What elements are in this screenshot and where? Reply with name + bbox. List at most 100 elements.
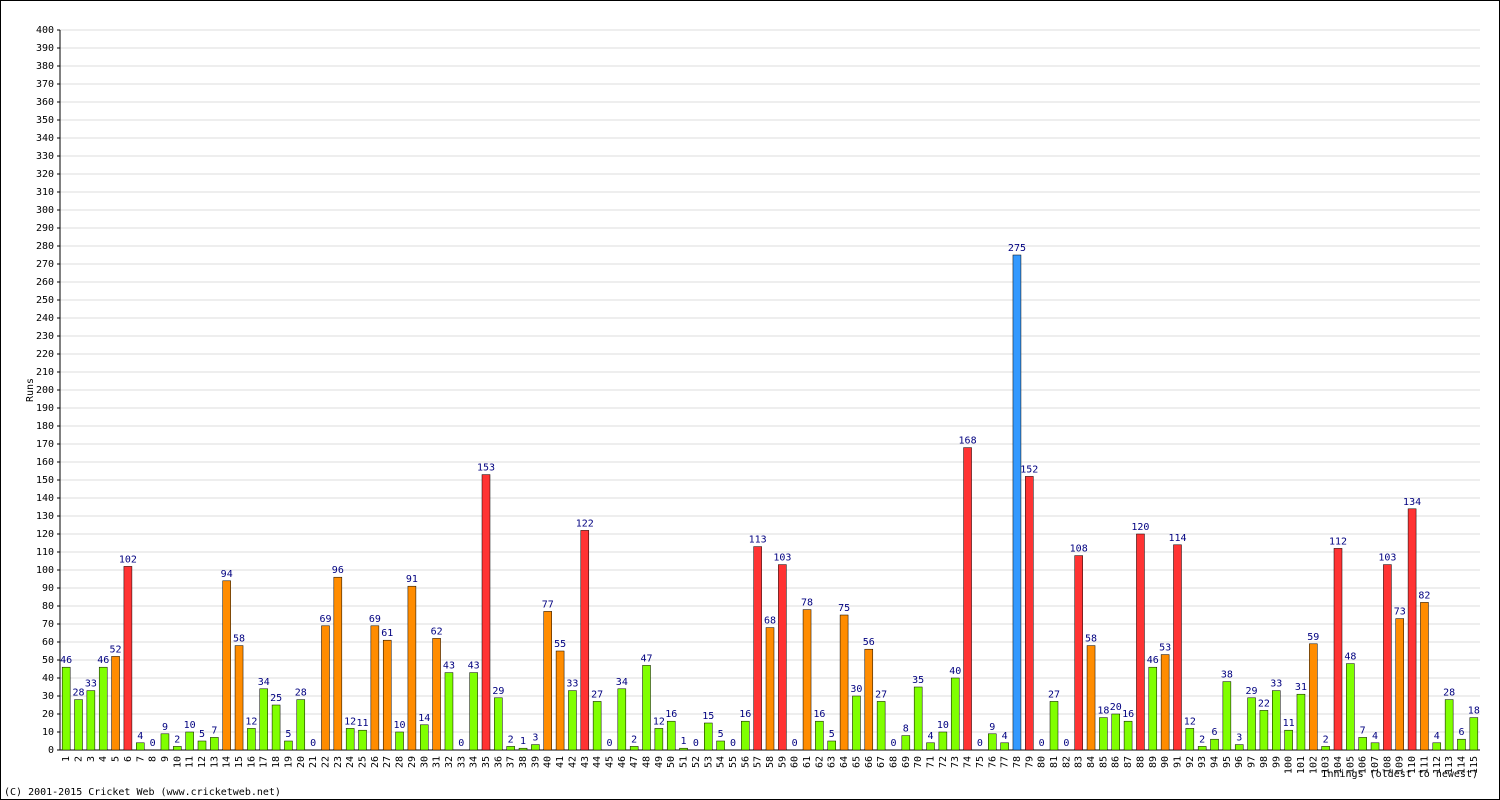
value-label: 153 <box>477 463 495 474</box>
value-label: 2 <box>1199 734 1205 745</box>
bar <box>642 665 651 751</box>
x-tick-label: 72 <box>938 756 949 768</box>
bar <box>1136 533 1145 751</box>
x-tick-label: 21 <box>308 756 319 768</box>
x-tick-label: 94 <box>1210 756 1221 768</box>
value-label: 12 <box>245 716 257 727</box>
y-tick-label: 190 <box>36 403 54 414</box>
bar <box>1469 717 1479 751</box>
bar <box>876 701 886 751</box>
value-label: 12 <box>653 716 665 727</box>
value-label: 113 <box>749 535 767 546</box>
bar <box>1370 742 1380 751</box>
value-label: 46 <box>97 655 109 666</box>
value-label: 18 <box>1468 706 1480 717</box>
value-label: 28 <box>1443 688 1455 699</box>
x-tick-label: 100 <box>1284 756 1295 774</box>
x-tick-label: 46 <box>617 756 628 768</box>
x-tick-label: 40 <box>543 756 554 768</box>
x-tick-label: 37 <box>506 756 517 768</box>
value-label: 15 <box>702 711 714 722</box>
x-tick-label: 14 <box>222 756 233 768</box>
value-label: 122 <box>576 518 594 529</box>
x-tick-label: 87 <box>1123 756 1134 768</box>
value-label: 4 <box>928 731 934 742</box>
bar <box>222 580 231 751</box>
value-label: 58 <box>1085 634 1097 645</box>
x-tick-label: 44 <box>592 756 603 768</box>
x-tick-label: 85 <box>1098 756 1109 768</box>
value-label: 68 <box>764 616 776 627</box>
x-tick-label: 30 <box>419 756 430 768</box>
value-label: 29 <box>1246 686 1258 697</box>
bar <box>1284 729 1293 751</box>
x-tick-label: 61 <box>802 756 813 768</box>
x-tick-label: 65 <box>851 756 862 768</box>
x-tick-label: 74 <box>963 756 974 768</box>
bar <box>333 576 343 751</box>
value-label: 0 <box>792 738 798 749</box>
bar <box>420 724 429 751</box>
bar <box>234 645 244 751</box>
y-tick-label: 0 <box>48 745 54 756</box>
bar <box>123 566 133 751</box>
value-label: 3 <box>532 733 538 744</box>
bar <box>679 747 688 751</box>
x-tick-label: 107 <box>1370 756 1381 774</box>
bar <box>963 447 972 751</box>
x-tick-label: 86 <box>1111 756 1122 768</box>
value-label: 11 <box>356 718 368 729</box>
y-tick-label: 370 <box>36 79 54 90</box>
x-tick-label: 64 <box>839 756 850 768</box>
value-label: 18 <box>1097 706 1109 717</box>
x-tick-label: 58 <box>765 756 776 768</box>
bar <box>1025 476 1034 751</box>
x-tick-label: 48 <box>642 756 653 768</box>
value-label: 43 <box>443 661 455 672</box>
x-tick-label: 33 <box>456 756 467 768</box>
value-label: 82 <box>1418 590 1430 601</box>
bar <box>1383 564 1392 751</box>
x-tick-label: 20 <box>296 756 307 768</box>
bar <box>284 740 293 751</box>
x-tick-label: 102 <box>1308 756 1319 774</box>
value-label: 58 <box>233 634 245 645</box>
x-tick-label: 39 <box>530 756 541 768</box>
x-tick-label: 36 <box>493 756 504 768</box>
bar <box>395 731 404 751</box>
x-tick-label: 23 <box>333 756 344 768</box>
value-label: 27 <box>591 689 603 700</box>
value-label: 0 <box>1039 738 1045 749</box>
bar <box>716 740 725 751</box>
y-tick-label: 270 <box>36 259 54 270</box>
value-label: 2 <box>1323 734 1329 745</box>
x-tick-label: 56 <box>740 756 751 768</box>
x-tick-label: 41 <box>555 756 566 768</box>
y-tick-label: 220 <box>36 349 54 360</box>
bar <box>247 728 256 751</box>
x-tick-label: 68 <box>888 756 899 768</box>
x-tick-label: 8 <box>148 756 159 762</box>
y-tick-label: 10 <box>42 727 54 738</box>
bar <box>111 656 120 751</box>
bar <box>1123 720 1133 751</box>
x-tick-label: 34 <box>469 756 480 768</box>
value-label: 40 <box>949 666 961 677</box>
y-tick-label: 310 <box>36 187 54 198</box>
value-label: 75 <box>838 603 850 614</box>
bar <box>827 740 836 751</box>
x-tick-label: 5 <box>111 756 122 762</box>
value-label: 2 <box>508 734 514 745</box>
value-label: 10 <box>394 720 406 731</box>
bar <box>1086 645 1096 751</box>
bar <box>531 744 540 751</box>
value-label: 22 <box>1258 698 1270 709</box>
bar <box>580 530 590 751</box>
bar <box>136 742 145 751</box>
value-label: 103 <box>773 553 791 564</box>
bar <box>555 650 565 751</box>
value-label: 2 <box>631 734 637 745</box>
value-label: 114 <box>1168 533 1186 544</box>
value-label: 46 <box>1147 655 1159 666</box>
bar <box>1148 666 1158 751</box>
